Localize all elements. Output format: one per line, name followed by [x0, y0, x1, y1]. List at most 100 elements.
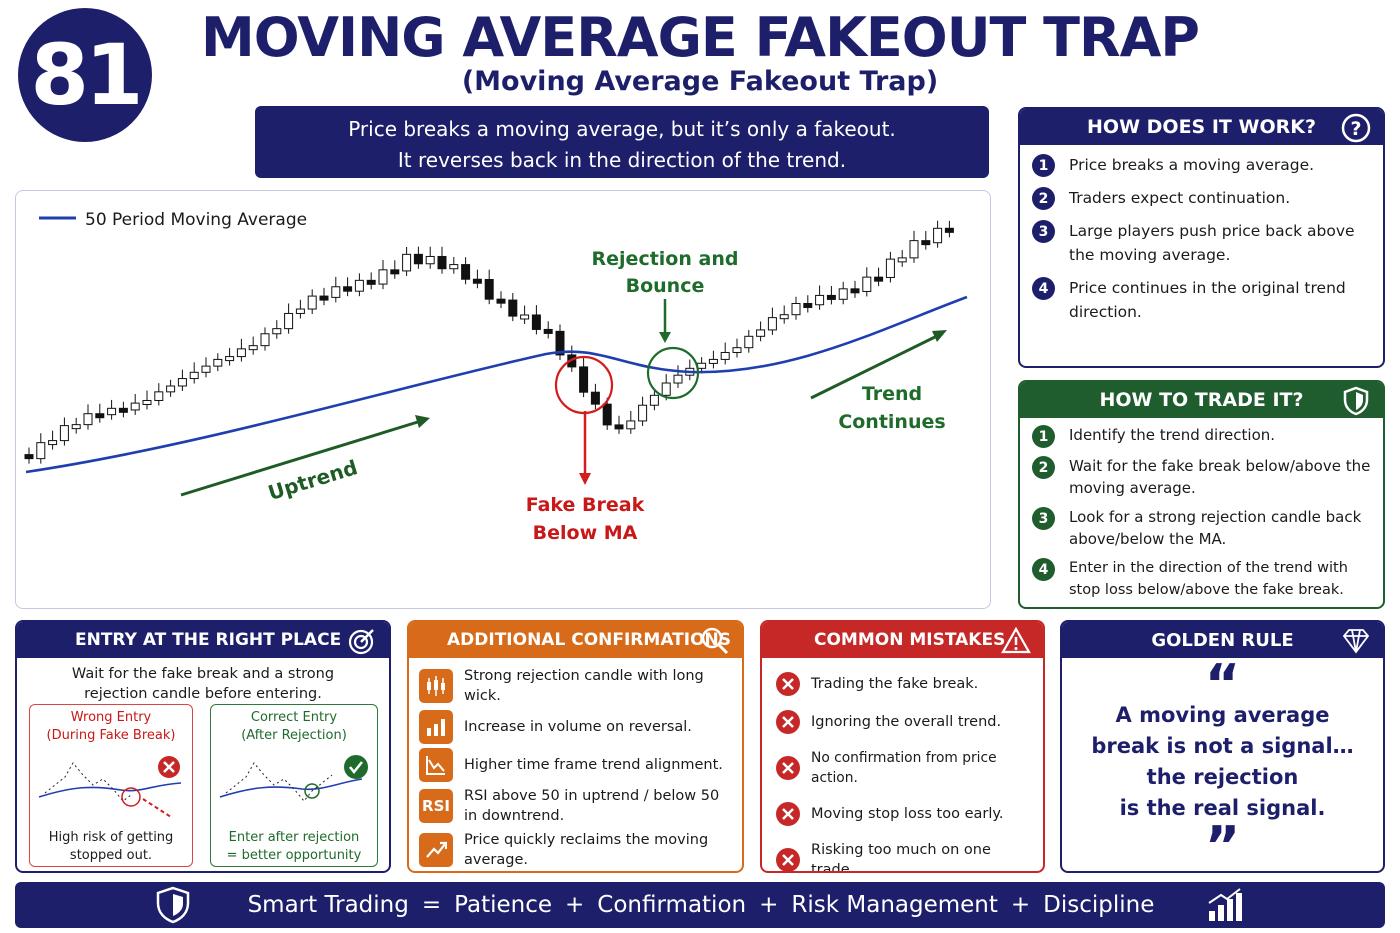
candle-part: [284, 312, 294, 330]
label: Confirmation: [597, 892, 747, 918]
label: Smart Trading: [247, 892, 409, 918]
label: is the real signal.: [1119, 796, 1326, 820]
candle-part: [579, 366, 589, 393]
shape: [782, 762, 794, 774]
shape: [782, 762, 794, 774]
panel-header: ENTRY AT THE RIGHT PLACE: [17, 622, 389, 658]
label: Wrong Entry: [70, 710, 152, 725]
label: It reverses back in the direction of the…: [397, 148, 847, 172]
shape: [1356, 392, 1363, 410]
correct-entry: Correct Entry (After Rejection) Enter aft…: [210, 704, 378, 867]
shape: [782, 716, 794, 728]
candle-part: [909, 240, 919, 259]
label: High risk of getting: [48, 830, 174, 845]
panel-header: HOW DOES IT WORK? ?: [1020, 109, 1383, 145]
label: Below MA: [533, 522, 638, 544]
candle-part: [885, 258, 895, 278]
candle-part: [944, 227, 954, 233]
shape: [1208, 888, 1243, 921]
candle-part: [590, 391, 600, 405]
candle-part: [201, 365, 211, 373]
shape: [1001, 626, 1031, 654]
shape: “ A moving average break is not a signal……: [1062, 658, 1383, 872]
confirmations-panel: ADDITIONAL CONFIRMATIONS Strong rejectio…: [407, 620, 744, 873]
shape: Strong rejection candle with long wick. …: [409, 658, 742, 870]
candle-part: [779, 314, 789, 320]
candle-part: [921, 240, 931, 246]
candle-part: [602, 403, 612, 426]
shape: [440, 841, 447, 849]
x: [776, 802, 800, 826]
panel-header: COMMON MISTAKES: [762, 622, 1043, 658]
item: No confirmation from price action.: [776, 748, 1037, 788]
shape: [1001, 626, 1031, 654]
item: RSI RSI above 50 in uptrend / below 50 in…: [419, 786, 734, 826]
item: Risking too much on one trade.: [776, 840, 1037, 871]
shape: [1014, 647, 1018, 650]
shape: [427, 719, 445, 736]
label: Bounce: [626, 275, 705, 297]
candle-part: [354, 279, 364, 292]
candle-part: [343, 286, 353, 292]
label: Trading the fake break.: [811, 676, 979, 692]
shape: Rejection and Bounce Fake Break Below MA…: [526, 248, 946, 544]
shape: [353, 634, 369, 650]
label: COMMON MISTAKES: [814, 630, 1006, 650]
shape: [427, 728, 431, 736]
label: Continues: [838, 411, 945, 433]
how-it-works: HOW DOES IT WORK? ? 1 Price breaks a movi…: [1018, 107, 1385, 368]
shape: [415, 415, 430, 428]
candle-part: [543, 328, 553, 334]
step: 3 Large players push price back above the…: [1032, 219, 1373, 267]
label: A moving average: [1115, 703, 1330, 727]
label: RSI: [419, 789, 453, 823]
shape: [428, 759, 445, 772]
shape: [24, 220, 954, 464]
mini-chart: [219, 755, 368, 802]
item: Strong rejection candle with long wick.: [419, 666, 734, 706]
label: Wait for the fake break below/above the …: [1069, 457, 1371, 497]
shape: [1236, 893, 1243, 921]
label: Enter after rejection: [228, 830, 360, 845]
label: Traders expect continuation.: [1069, 189, 1291, 207]
candle-part: [874, 276, 884, 282]
label: Increase in volume on reversal.: [464, 719, 692, 735]
shape: [716, 642, 729, 655]
step: 1 Identify the trend direction.: [1032, 424, 1373, 448]
shape: [441, 683, 445, 690]
candle-part: [484, 279, 494, 300]
candle-part: [71, 424, 81, 430]
candle-part: [933, 227, 943, 244]
label: Discipline: [1043, 892, 1155, 918]
wrong-entry: Wrong Entry (During Fake Break) High risk…: [29, 704, 193, 867]
label: break is not a signal…: [1091, 734, 1354, 758]
x: [776, 848, 800, 871]
label: Higher time frame trend alignment.: [464, 757, 723, 773]
label: Fake Break: [526, 494, 645, 516]
shape: [782, 808, 794, 820]
label: Trend: [862, 383, 922, 405]
title: MOVING AVERAGE FAKEOUT TRAP: [201, 6, 1200, 69]
candle-part: [649, 394, 659, 406]
label: 3: [1032, 220, 1055, 243]
shape: [782, 854, 794, 866]
shape: [646, 346, 700, 400]
label: 1: [1032, 154, 1055, 177]
shape: Trading the fake break. Ignoring the ove…: [762, 658, 1043, 871]
label: the rejection: [1146, 765, 1299, 789]
shape: [1218, 905, 1225, 921]
shape: [701, 627, 729, 655]
item: Ignoring the overall trend.: [776, 710, 1037, 734]
label: 3: [1032, 507, 1055, 530]
shape: [426, 756, 445, 775]
label: Wait for the fake break and a strong rej…: [71, 666, 335, 702]
candle-part: [720, 351, 730, 360]
step: 4 Enter in the direction of the trend wit…: [1032, 557, 1373, 601]
candle-part: [838, 288, 848, 300]
shape: [426, 843, 446, 858]
label: ADDITIONAL CONFIRMATIONS: [447, 630, 731, 650]
shape: [1342, 629, 1370, 654]
label: Price continues in the original trend di…: [1069, 279, 1346, 321]
label: 50 Period Moving Average: [85, 210, 307, 230]
candle-part: [661, 382, 671, 396]
